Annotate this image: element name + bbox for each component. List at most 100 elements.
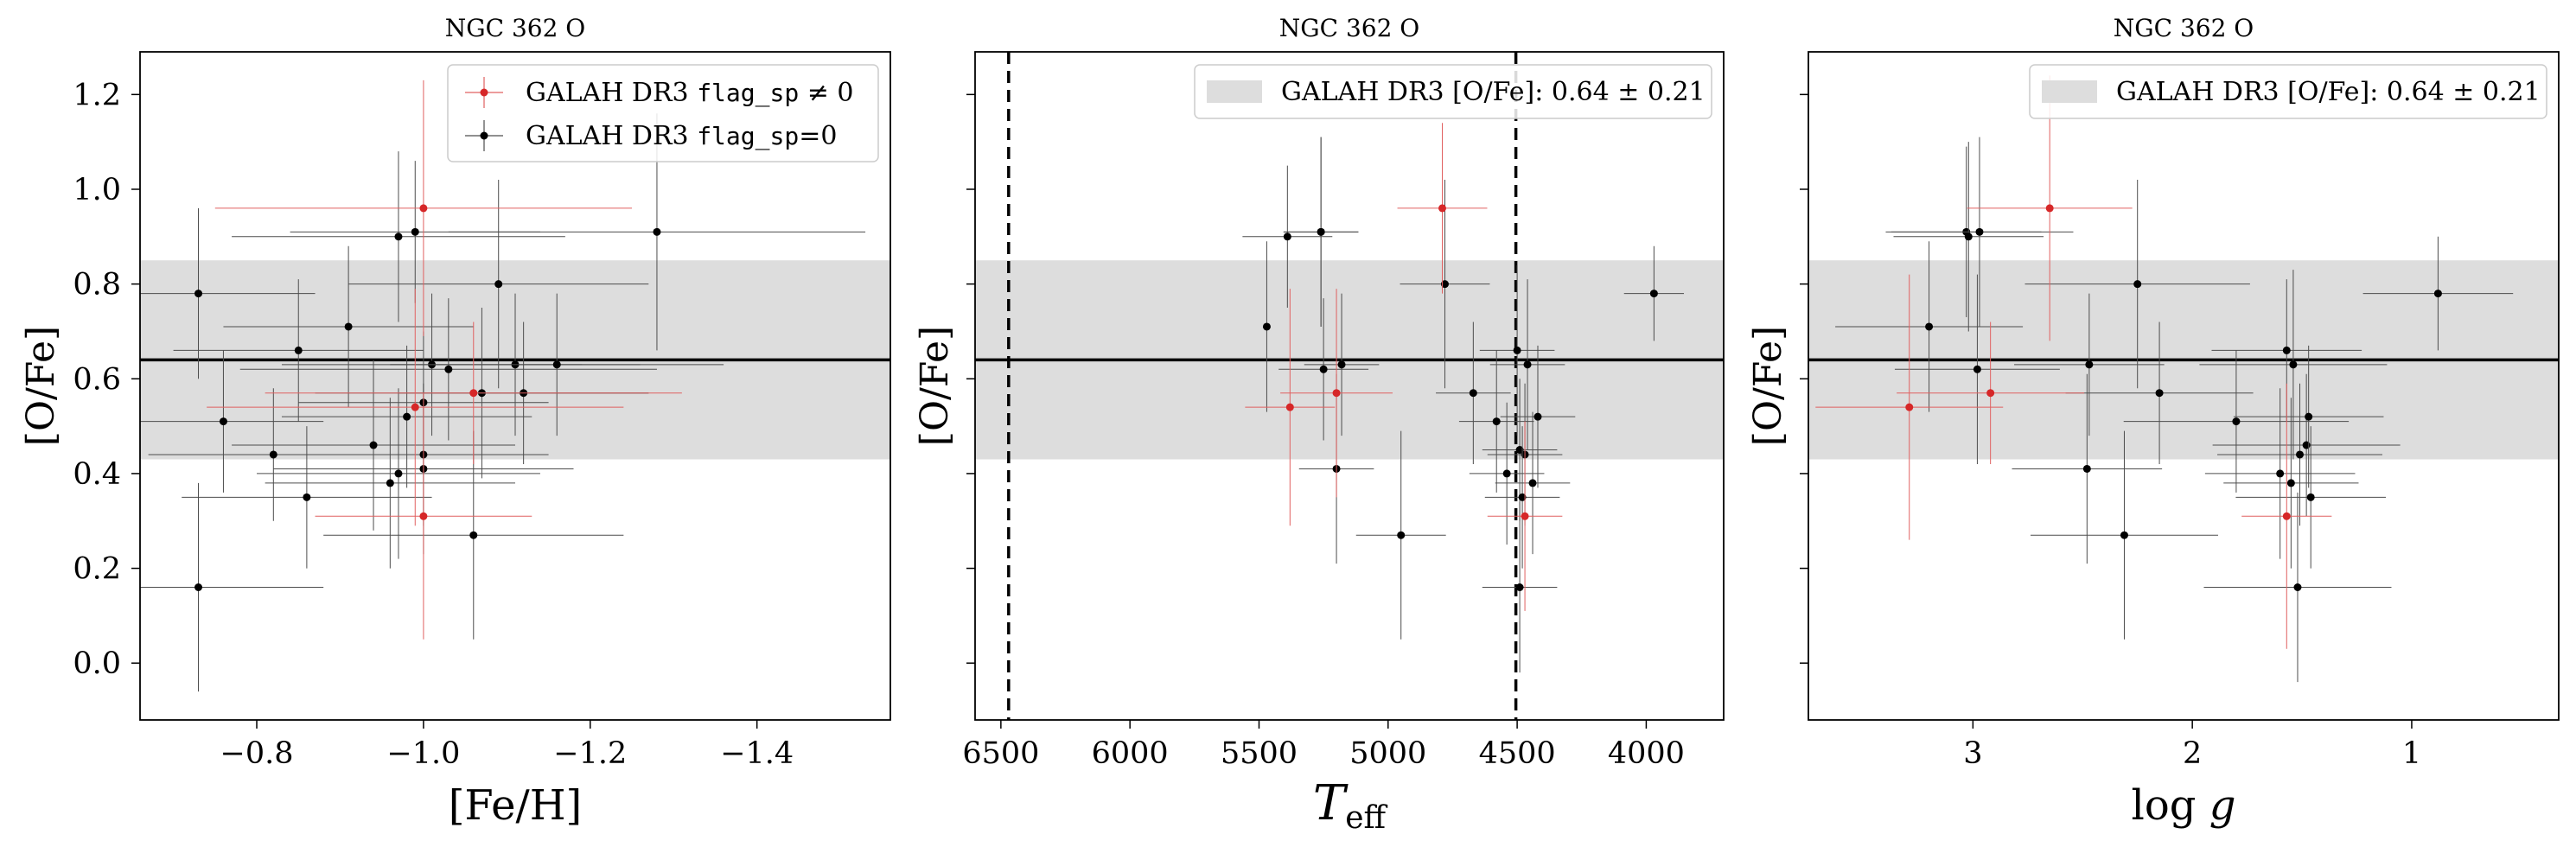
data-point [2120, 531, 2128, 539]
data-point [2155, 389, 2164, 398]
data-point [369, 441, 378, 449]
panel-title: NGC 362 O [1279, 14, 1420, 42]
data-point [1986, 389, 1995, 398]
legend-label-code: flag_sp [697, 79, 799, 108]
data-point [1533, 412, 1542, 421]
data-point [1973, 365, 1981, 373]
data-point [2296, 450, 2305, 459]
data-point [1518, 493, 1527, 501]
y-tick-label: 0.4 [73, 457, 121, 492]
data-point [1337, 360, 1346, 369]
data-point [1285, 403, 1294, 411]
x-tick-label: 5500 [1221, 736, 1298, 771]
legend-marker-point [480, 131, 488, 140]
data-point [419, 204, 428, 213]
axes-frame [139, 51, 891, 721]
legend-label-suffix: ≠ 0 [799, 78, 853, 108]
data-point [394, 469, 403, 478]
legend-label-text: GALAH DR3 [526, 121, 697, 151]
data-point [269, 450, 277, 459]
legend-band-swatch [2042, 80, 2097, 103]
data-point [1513, 346, 1521, 354]
data-point [2276, 469, 2285, 478]
data-point [1283, 232, 1291, 241]
x-tick-label: −1.4 [720, 736, 794, 771]
data-point [411, 403, 419, 411]
data-point [469, 531, 478, 539]
x-tick-label: −0.8 [220, 736, 294, 771]
legend-band-swatch [1207, 80, 1262, 103]
panel-feh: 0.0 0.2 0.4 0.6 0.8 1.0 1.2 −0.8 −1.0 −1.2 −1.4 NGC… [19, 14, 891, 830]
x-tick-label: 6500 [962, 736, 1039, 771]
data-point [1905, 403, 1914, 411]
data-point [469, 389, 478, 398]
axes-frame [1808, 51, 2560, 721]
x-tick-label: 4000 [1608, 736, 1685, 771]
data-point [1528, 479, 1537, 487]
data-point [344, 322, 353, 331]
data-point [2133, 280, 2142, 289]
x-axis-label-main: log [2132, 781, 2209, 830]
legend-box [447, 64, 879, 162]
legend-box [1194, 64, 1712, 119]
data-point [1502, 469, 1511, 478]
data-point [219, 417, 227, 426]
legend-label-text: GALAH DR3 [526, 78, 697, 108]
data-point [2302, 441, 2311, 449]
data-point [411, 227, 419, 236]
legend-label-code: flag_sp [697, 122, 799, 151]
data-point [386, 479, 394, 487]
data-point [194, 290, 203, 298]
data-point [1319, 365, 1328, 373]
data-point [2085, 360, 2094, 369]
data-point [444, 365, 453, 373]
data-point [1332, 389, 1341, 398]
data-point [2286, 479, 2295, 487]
data-point [394, 232, 403, 241]
x-tick-label: 3 [1963, 736, 1982, 771]
x-axis-label-var: g [2209, 781, 2236, 830]
x-tick-label: 5000 [1349, 736, 1426, 771]
y-tick-label: 0.8 [73, 268, 121, 302]
panel-teff: 6500 6000 5500 5000 4500 4000 NGC 362 O [O/Fe] T… [913, 14, 1725, 836]
data-point [303, 493, 311, 501]
data-point [1523, 360, 1532, 369]
data-point [1975, 227, 1984, 236]
plot-area [975, 52, 1724, 720]
data-point [2306, 493, 2315, 501]
panel-title: NGC 362 O [445, 14, 586, 42]
x-tick-label: 2 [2183, 736, 2202, 771]
y-tick-label: 0.0 [73, 646, 121, 681]
data-point [2282, 512, 2291, 520]
plot-area [1808, 75, 2559, 683]
x-axis-label-sub: eff [1345, 800, 1387, 836]
data-point [419, 512, 428, 520]
legend-label: GALAH DR3 [O/Fe]: 0.64 ± 0.21 [2116, 77, 2541, 107]
data-point [2082, 464, 2091, 473]
data-point [2433, 290, 2442, 298]
x-axis-label: [Fe/H] [449, 781, 583, 830]
data-point [494, 280, 503, 289]
x-tick-label: 1 [2402, 736, 2421, 771]
y-axis-label: [O/Fe] [1746, 326, 1790, 446]
plot-area [140, 80, 890, 692]
data-point [2293, 583, 2302, 591]
data-point [194, 583, 203, 591]
data-point [403, 412, 411, 421]
data-point [1397, 531, 1406, 539]
data-point [1925, 322, 1934, 331]
x-axis-label-main: T [1313, 775, 1349, 831]
data-point [1262, 322, 1271, 331]
data-point [1317, 227, 1325, 236]
y-axis-label: [O/Fe] [913, 326, 957, 446]
data-point [1964, 232, 1973, 241]
y-tick-label: 0.2 [73, 552, 121, 587]
data-point [2045, 204, 2054, 213]
data-point [2305, 412, 2313, 421]
data-point [552, 360, 561, 369]
data-point [2232, 417, 2241, 426]
data-point [1469, 389, 1477, 398]
panel-title: NGC 362 O [2114, 14, 2254, 42]
data-point [2282, 346, 2291, 354]
